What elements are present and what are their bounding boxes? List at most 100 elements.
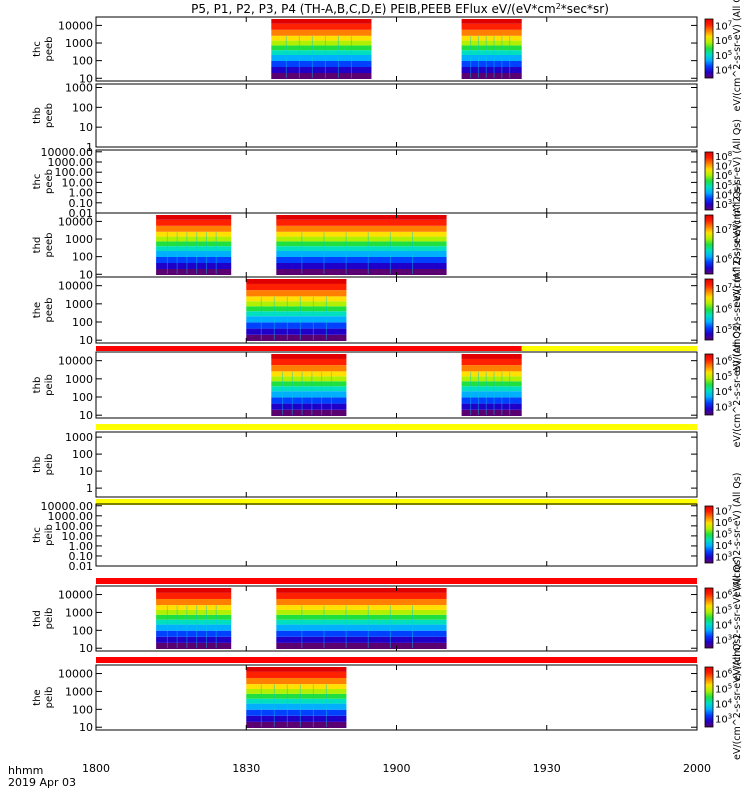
- flux-band: [156, 588, 232, 593]
- flux-band: [156, 257, 232, 263]
- flux-band: [271, 67, 372, 73]
- colorbar-tick-label: 105: [715, 528, 732, 541]
- y-tick-label: 1000: [65, 373, 93, 386]
- flux-band: [271, 403, 347, 410]
- colorbar-tick-label: 107: [715, 19, 732, 32]
- y-tick-label: 1000.00: [48, 156, 94, 169]
- colorbar-label: eV/(cm^2-s-sr-eV) (All Qs): [732, 183, 743, 308]
- panel-thb-peib: 10 100 1000 10000 thb peib 103 104 105 106 eV/(cm^…: [32, 323, 743, 448]
- flux-band: [271, 45, 372, 51]
- flux-band: [156, 592, 232, 599]
- flux-band: [156, 619, 232, 625]
- flux-band: [276, 236, 447, 242]
- colorbar-tick-label: 105: [715, 683, 732, 696]
- panel-thc-peeb: 10 100 1000 10000 thc peeb 104 105 106 107 eV/(cm^…: [32, 0, 743, 111]
- spectrogram-block: [461, 19, 522, 79]
- colorbar-label: eV/(cm^2-s-sr-eV) (All Qs): [732, 323, 743, 448]
- x-tick-label: 2000: [683, 762, 711, 775]
- colorbar-tick-label: 103: [715, 550, 732, 563]
- y-tick-label: 10: [79, 642, 93, 655]
- panel-label: peeb: [44, 103, 55, 128]
- flux-band: [276, 588, 447, 593]
- y-tick-label: 100: [72, 448, 93, 461]
- flux-band: [156, 624, 232, 631]
- flux-band: [276, 636, 447, 643]
- flux-band: [461, 403, 522, 410]
- flux-band: [271, 381, 347, 387]
- flux-band: [246, 688, 347, 694]
- mode-bar-segment: [96, 346, 522, 351]
- flux-band: [461, 55, 522, 61]
- flux-band: [276, 592, 447, 599]
- flux-band: [246, 698, 347, 704]
- colorbar-tick-label: 107: [715, 223, 732, 236]
- colorbar-tick-label: 107: [715, 505, 732, 518]
- flux-band: [271, 29, 372, 36]
- spectrogram-block: [246, 667, 347, 728]
- flux-band: [461, 358, 522, 366]
- spectrogram-block: [271, 354, 347, 416]
- flux-band: [461, 381, 522, 387]
- flux-band: [461, 386, 522, 392]
- x-axis-label: hhmm: [8, 764, 43, 777]
- colorbar-tick-label: 105: [715, 323, 732, 336]
- y-tick-label: 0.01: [69, 207, 94, 220]
- panel-label: thd: [32, 610, 43, 627]
- flux-band: [246, 279, 347, 284]
- panel-label: the: [32, 302, 43, 318]
- y-tick-label: 10000: [58, 668, 93, 681]
- panel-frame: [95, 149, 698, 214]
- spectrogram-block: [276, 215, 447, 275]
- colorbar-tick-label: 103: [715, 400, 732, 413]
- flux-band: [461, 371, 522, 377]
- chart-title: P5, P1, P2, P3, P4 (TH-A,B,C,D,E) PEIB,P…: [191, 2, 609, 16]
- flux-band: [276, 630, 447, 637]
- flux-band: [276, 257, 447, 263]
- y-tick-label: 100: [72, 55, 93, 68]
- y-tick-label: 1000: [65, 233, 93, 246]
- colorbar-tick-label: 104: [715, 698, 733, 711]
- flux-band: [246, 334, 347, 341]
- panel-label: peeb: [44, 233, 55, 258]
- colorbar-tick-label: 105: [715, 370, 732, 383]
- flux-band: [276, 624, 447, 631]
- mode-bar-segment: [96, 499, 697, 505]
- y-tick-label: 10: [79, 121, 93, 134]
- y-tick-label: 1000: [65, 606, 93, 619]
- colorbar-label: eV/(cm^2-s-sr-eV) (All Qs): [732, 248, 743, 373]
- flux-band: [246, 667, 347, 672]
- colorbar-tick-label: 106: [715, 668, 733, 681]
- panel-label: peib: [44, 524, 55, 546]
- panel-frame: [95, 351, 698, 419]
- panel-the-peeb: 10 100 1000 10000 the peeb 105 106 107 eV/(cm^2-s…: [32, 248, 743, 373]
- flux-band: [246, 677, 347, 685]
- colorbar-label: eV/(cm^2-s-sr-eV) (All Qs): [732, 0, 743, 111]
- colorbar-tick-label: 104: [715, 189, 733, 202]
- flux-band: [271, 73, 372, 79]
- flux-band: [156, 215, 232, 220]
- flux-band: [271, 55, 372, 61]
- flux-band: [246, 328, 347, 335]
- flux-band: [276, 619, 447, 625]
- panel-label: peeb: [44, 37, 55, 62]
- y-tick-label: 100: [72, 101, 93, 114]
- mode-bar-segment: [96, 578, 697, 584]
- y-tick-label: 10000: [58, 280, 93, 293]
- flux-band: [271, 19, 372, 24]
- panel-thb-peeb: 1 10 100 1000 thb peeb: [32, 81, 698, 154]
- y-tick-label: 1: [86, 141, 93, 154]
- colorbar-tick-label: 107: [715, 282, 732, 295]
- flux-band: [276, 241, 447, 247]
- y-tick-label: 0.01: [69, 560, 94, 573]
- flux-band: [276, 642, 447, 649]
- flux-band: [461, 40, 522, 46]
- panel-thb-peib-2: 1 10 100 1000 thb peib: [32, 431, 698, 498]
- mode-bar-segment: [96, 657, 697, 663]
- flux-band: [246, 316, 347, 323]
- y-tick-label: 10000: [58, 215, 93, 228]
- colorbar: [704, 214, 714, 275]
- flux-band: [156, 609, 232, 615]
- flux-band: [156, 605, 232, 610]
